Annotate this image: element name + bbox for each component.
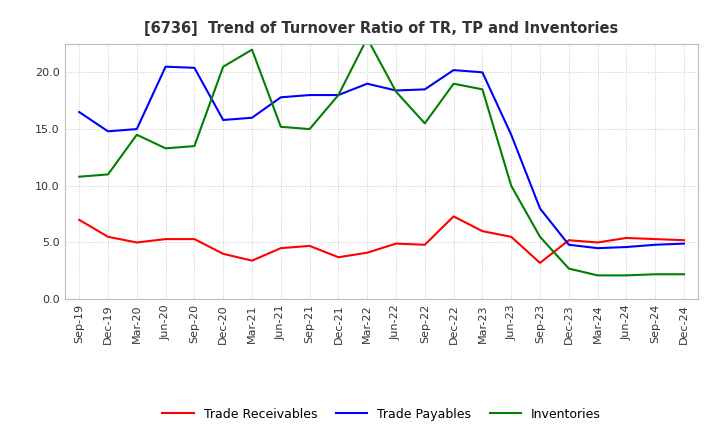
Trade Receivables	[363, 250, 372, 255]
Inventories	[75, 174, 84, 180]
Trade Receivables	[420, 242, 429, 247]
Trade Receivables	[680, 238, 688, 243]
Trade Receivables	[564, 238, 573, 243]
Inventories	[276, 124, 285, 129]
Trade Receivables	[334, 255, 343, 260]
Trade Receivables	[622, 235, 631, 241]
Trade Payables	[248, 115, 256, 121]
Inventories	[363, 36, 372, 41]
Trade Payables	[305, 92, 314, 98]
Trade Payables	[132, 126, 141, 132]
Trade Payables	[478, 70, 487, 75]
Trade Payables	[680, 241, 688, 246]
Title: [6736]  Trend of Turnover Ratio of TR, TP and Inventories: [6736] Trend of Turnover Ratio of TR, TP…	[145, 21, 618, 36]
Trade Receivables	[219, 251, 228, 257]
Inventories	[507, 183, 516, 188]
Inventories	[104, 172, 112, 177]
Trade Payables	[219, 117, 228, 123]
Trade Receivables	[536, 260, 544, 266]
Trade Payables	[507, 132, 516, 137]
Inventories	[564, 266, 573, 271]
Legend: Trade Receivables, Trade Payables, Inventories: Trade Receivables, Trade Payables, Inven…	[157, 403, 606, 425]
Trade Payables	[536, 206, 544, 211]
Inventories	[392, 89, 400, 94]
Trade Receivables	[392, 241, 400, 246]
Trade Payables	[392, 88, 400, 93]
Trade Receivables	[593, 240, 602, 245]
Inventories	[536, 234, 544, 239]
Inventories	[132, 132, 141, 137]
Inventories	[334, 92, 343, 98]
Trade Payables	[420, 87, 429, 92]
Trade Receivables	[651, 236, 660, 242]
Inventories	[478, 87, 487, 92]
Trade Payables	[190, 65, 199, 70]
Trade Payables	[363, 81, 372, 86]
Trade Payables	[75, 110, 84, 115]
Trade Payables	[564, 242, 573, 247]
Inventories	[420, 121, 429, 126]
Trade Receivables	[75, 217, 84, 223]
Inventories	[622, 273, 631, 278]
Inventories	[248, 47, 256, 52]
Trade Receivables	[161, 236, 170, 242]
Trade Payables	[622, 244, 631, 249]
Trade Receivables	[449, 214, 458, 219]
Trade Payables	[334, 92, 343, 98]
Trade Payables	[449, 67, 458, 73]
Inventories	[449, 81, 458, 86]
Trade Receivables	[478, 228, 487, 234]
Trade Receivables	[276, 246, 285, 251]
Trade Payables	[104, 128, 112, 134]
Inventories	[219, 64, 228, 70]
Inventories	[680, 271, 688, 277]
Trade Payables	[276, 95, 285, 100]
Inventories	[593, 273, 602, 278]
Trade Receivables	[305, 243, 314, 249]
Trade Payables	[651, 242, 660, 247]
Trade Receivables	[507, 234, 516, 239]
Trade Payables	[161, 64, 170, 70]
Line: Inventories: Inventories	[79, 38, 684, 275]
Trade Payables	[593, 246, 602, 251]
Line: Trade Receivables: Trade Receivables	[79, 216, 684, 263]
Trade Receivables	[190, 236, 199, 242]
Trade Receivables	[132, 240, 141, 245]
Inventories	[651, 271, 660, 277]
Line: Trade Payables: Trade Payables	[79, 67, 684, 248]
Trade Receivables	[104, 234, 112, 239]
Inventories	[190, 143, 199, 149]
Trade Receivables	[248, 258, 256, 263]
Inventories	[305, 126, 314, 132]
Inventories	[161, 146, 170, 151]
